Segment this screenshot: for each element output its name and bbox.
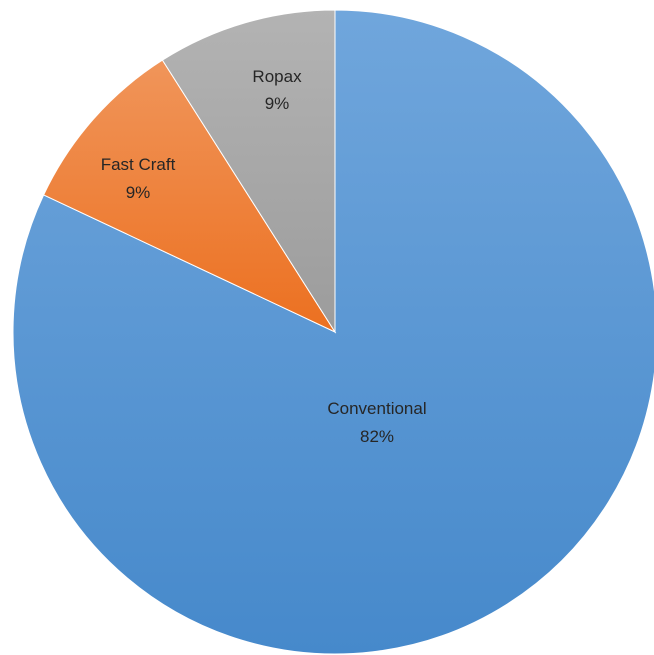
pie-slice-ropax	[161, 9, 336, 334]
slice-percent-ropax: 9%	[265, 94, 290, 113]
slice-percent-fast-craft: 9%	[126, 183, 151, 202]
slice-percent-conventional: 82%	[360, 427, 394, 446]
slice-label-fast-craft: Fast Craft	[101, 155, 176, 174]
pie-slice-fast-craft	[42, 59, 337, 334]
pie-slice-conventional	[12, 9, 654, 655]
slice-label-conventional: Conventional	[327, 399, 426, 418]
slice-label-ropax: Ropax	[252, 67, 302, 86]
